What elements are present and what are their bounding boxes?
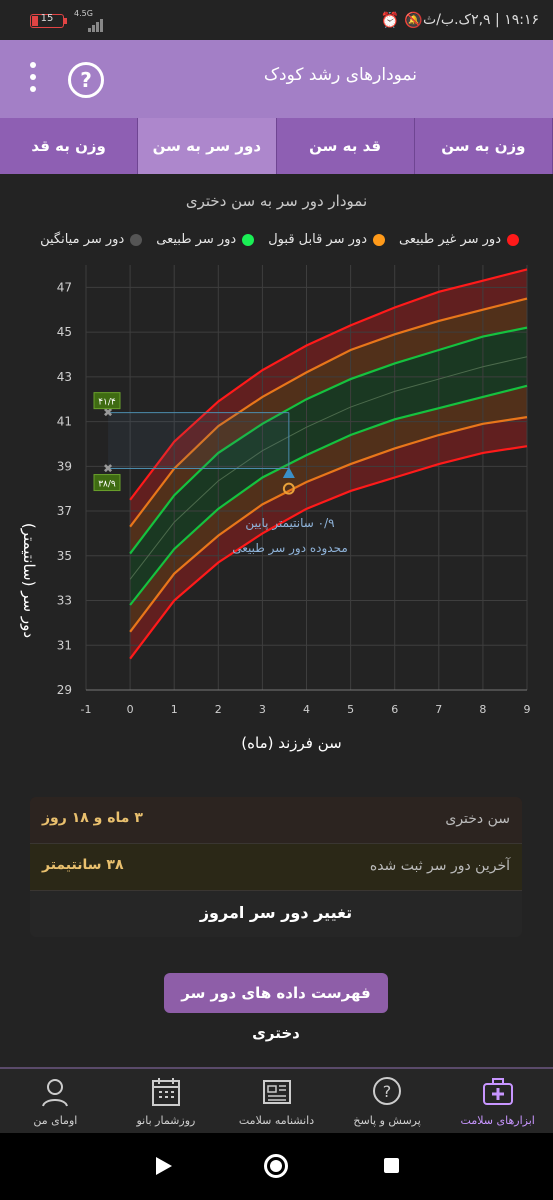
series-line-orange [129,416,528,633]
nav-encyclopedia[interactable]: دانشنامه سلامت [221,1069,332,1135]
nav-label: ابزارهای سلامت [460,1114,535,1127]
x-tick-label: 5 [347,703,354,716]
system-nav-bar [0,1133,553,1200]
signal-icon [88,16,104,32]
bottom-nav: ابزارهای سلامت ? پرسش و پاسخ دانشنامه سل… [0,1067,553,1135]
child-data-point [282,482,295,495]
series-line-green [129,384,528,606]
band-acceptable-top [130,298,527,554]
x-tick-label: 9 [524,703,531,716]
more-vert-icon[interactable] [30,62,38,98]
legend-average: دور سر میانگین [40,232,143,247]
profile-icon [42,1079,69,1107]
series-line-average [129,356,528,580]
tab-height-age[interactable]: قد به سن [277,118,415,174]
chart-tabs: وزن به قد دور سر به سن قد به سن وزن به س… [0,118,553,174]
tab-weight-height[interactable]: وزن به قد [0,118,139,174]
badge-bottom-bg [93,474,121,492]
x-tick-label: 0 [127,703,134,716]
x-tick-label: 6 [391,703,398,716]
annotation-line1: ۰/۹ سانتیمتر پایین [245,516,334,531]
x-tick-label: 1 [171,703,178,716]
legend-normal: دور سر طبیعی [156,232,255,247]
chart-title: نمودار دور سر به سن دختری [185,192,368,210]
y-tick-label: 33 [57,594,72,608]
change-today-button[interactable]: تغییر دور سر امروز [30,891,522,937]
nav-label: دانشنامه سلامت [238,1114,315,1127]
y-tick-label: 39 [57,459,72,473]
question-bubble-icon: ? [373,1077,402,1105]
info-card: سن دختری ۳ ماه و ۱۸ روز آخرین دور سر ثبت… [30,797,522,937]
x-tick-label: -1 [81,703,92,716]
badge-top: ۴۱/۴ [98,398,116,408]
calendar-icon [151,1078,180,1106]
normal-limit-marker [282,467,295,479]
y-axis-label: دور سر (سانتیمتر) [20,522,38,638]
page-title: نمودارهای رشد کودک [263,65,417,85]
x-tick-label: 8 [479,703,486,716]
newspaper-icon [262,1080,291,1104]
x-tick-label: 2 [215,703,222,716]
legend-acceptable: دور سر قابل قبول [268,232,385,247]
y-tick-label: 35 [57,549,72,563]
tab-head-age[interactable]: دور سر به سن [138,118,277,174]
y-tick-label: 45 [57,325,72,339]
network-type: 4.5G [74,9,93,18]
nav-label: اومای من [33,1114,78,1127]
band-abnormal-bottom [130,417,527,659]
x-tick-label: 4 [303,703,310,716]
last-measure-row: آخرین دور سر ثبت شده ۳۸ سانتیمتر [30,844,522,891]
y-tick-label: 41 [57,415,72,429]
badge-top-bg [93,392,121,410]
legend-abnormal: دور سر غیر طبیعی [399,232,519,247]
y-tick-label: 47 [57,280,72,294]
alarm-icon: ⏰ 🔕 [380,11,423,29]
series-line-red [129,445,528,660]
y-tick-label: 43 [57,370,72,384]
status-bar: ۱۹:۱۶ | ۲,۹ک.ب/ث ⏰ 🔕 15 4.5G [0,0,553,40]
tab-weight-age[interactable]: وزن به سن [415,118,553,174]
series-line-orange [129,297,528,528]
recents-icon[interactable] [384,1158,399,1173]
status-time: ۱۹:۱۶ | ۲,۹ک.ب/ث [423,12,539,28]
marker-top: ✖ [103,406,113,420]
age-label: سن دختری [445,811,510,827]
badge-bottom: ۳۸/۹ [98,480,116,490]
back-icon[interactable] [156,1157,172,1175]
ref-zone [108,412,289,469]
band-acceptable-bottom [130,385,527,632]
y-tick-label: 37 [57,504,72,518]
home-icon[interactable] [264,1154,288,1178]
series-line-green [129,326,528,555]
marker-bottom: ✖ [103,462,113,476]
data-list-button[interactable]: فهرست داده های دور سر دختری [164,973,388,1042]
chart-legend: دور سر غیر طبیعی دور سر قابل قبول دور سر… [40,232,519,247]
medical-kit-icon [482,1078,513,1105]
battery-level: 15 [40,13,54,24]
last-measure-label: آخرین دور سر ثبت شده [369,858,510,874]
x-tick-label: 7 [435,703,442,716]
nav-qa[interactable]: ? پرسش و پاسخ [332,1069,443,1135]
series-line-red [129,268,528,501]
nav-health-tools[interactable]: ابزارهای سلامت [442,1069,553,1135]
svg-text:?: ? [383,1082,392,1101]
age-value: ۳ ماه و ۱۸ روز [42,810,143,826]
nav-label: روزشمار بانو [136,1114,196,1127]
age-row: سن دختری ۳ ماه و ۱۸ روز [30,797,522,844]
band-normal [130,327,527,605]
annotation-line2: محدوده دور سر طبیعی [232,541,348,556]
nav-label: پرسش و پاسخ [353,1114,421,1127]
help-icon[interactable]: ? [68,62,104,98]
nav-profile[interactable]: اومای من [0,1069,111,1135]
band-abnormal-top [130,269,527,527]
x-tick-label: 3 [259,703,266,716]
y-tick-label: 31 [57,638,72,652]
x-axis-label: سن فرزند (ماه) [241,734,342,752]
battery-icon: 15 [30,13,64,28]
last-measure-value: ۳۸ سانتیمتر [42,857,124,873]
app-bar: نمودارهای رشد کودک ? [0,40,553,118]
y-tick-label: 29 [57,683,72,697]
nav-calendar[interactable]: روزشمار بانو [111,1069,222,1135]
